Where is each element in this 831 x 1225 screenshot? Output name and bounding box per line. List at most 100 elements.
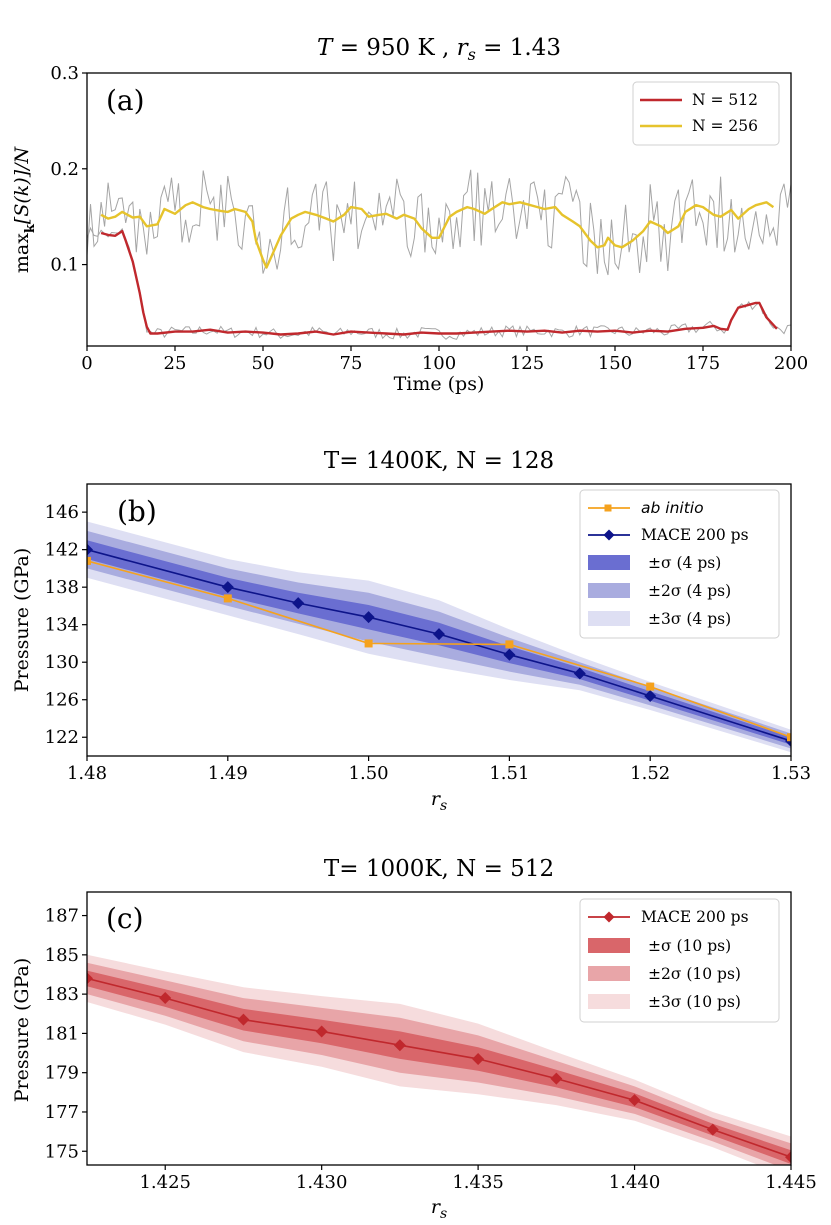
mace-c-point xyxy=(87,972,93,985)
mace-b-point xyxy=(221,581,234,594)
b-x-tick-label: 1.53 xyxy=(771,763,811,784)
a-x-tick-label: 75 xyxy=(340,353,363,374)
b-y-tick-label: 126 xyxy=(45,690,79,711)
legend-label-sigma2-c: ±2σ (10 ps) xyxy=(648,965,741,983)
b-y-tick-label: 146 xyxy=(45,502,79,523)
legend-label-sigma1-c: ±σ (10 ps) xyxy=(648,937,731,955)
mace-c-point xyxy=(550,1072,563,1085)
title-a-t: T xyxy=(317,35,334,61)
legend-label-sigma2-b: ±2σ (4 ps) xyxy=(648,582,731,600)
c-y-tick-label: 187 xyxy=(45,906,79,927)
mace-c-point xyxy=(628,1094,641,1107)
title-a-eq2: = 1.43 xyxy=(476,35,561,61)
series-line-n512 xyxy=(100,229,778,336)
panel-c: T= 1000K, N = 512 1.425 1.430 1.435 1.440 1.… xyxy=(11,856,817,1222)
ab-initio-point xyxy=(787,733,791,742)
a-x-tick-label: 0 xyxy=(81,353,92,374)
mace-b-point xyxy=(292,597,305,610)
plot-area-c xyxy=(87,954,791,1165)
ab-initio-point xyxy=(87,556,91,565)
raw-trace-n512 xyxy=(87,226,791,340)
ylabel-a-rest: [S(k)]/N xyxy=(11,145,33,224)
c-x-tick-label: 1.435 xyxy=(452,1172,504,1193)
legend-label-n256: N = 256 xyxy=(692,117,758,135)
c-y-tick-label: 179 xyxy=(45,1063,79,1084)
legend-marker-ab-initio xyxy=(604,504,612,512)
y-axis-label-a: maxk[S(k)]/N xyxy=(11,145,38,273)
mace-c-point xyxy=(393,1039,406,1052)
b-x-tick-label: 1.52 xyxy=(630,763,670,784)
mace-b-point xyxy=(433,628,445,641)
legend-marker-mace-c xyxy=(603,911,615,923)
legend-patch-sigma2-c xyxy=(588,966,630,981)
a-x-tick-label: 200 xyxy=(774,353,808,374)
series-line-ab-initio xyxy=(87,560,791,738)
legend-box-c xyxy=(579,898,780,1023)
raw-trace-n256 xyxy=(87,169,791,276)
ab-initio-point xyxy=(646,682,655,691)
ticks-a: 0 25 50 75 100 125 150 175 200 0.1 0.2 0.3 xyxy=(50,63,808,374)
a-x-tick-label: 150 xyxy=(598,353,632,374)
ylabel-a-sub: k xyxy=(23,223,38,233)
legend-label-n512: N = 512 xyxy=(692,91,758,109)
legend-patch-sigma1-c xyxy=(588,938,630,953)
c-y-tick-label: 185 xyxy=(45,945,79,966)
c-y-tick-label: 181 xyxy=(45,1023,79,1044)
mace-b-point xyxy=(644,689,657,702)
panel-label-b: (b) xyxy=(117,495,157,528)
legend-label-sigma1-b: ±σ (4 ps) xyxy=(648,554,721,572)
legend-a: N = 512 N = 256 xyxy=(632,81,780,146)
x-axis-label-b: rs xyxy=(431,788,447,814)
mace-b-point xyxy=(503,648,516,661)
panel-label-c: (c) xyxy=(106,902,144,935)
legend-patch-sigma3-c xyxy=(588,994,630,1009)
c-y-tick-label: 177 xyxy=(45,1102,79,1123)
b-y-tick-label: 130 xyxy=(45,652,79,673)
ylabel-a-max: max xyxy=(11,233,33,273)
mace-b-point xyxy=(87,543,93,556)
legend-marker-mace-b xyxy=(603,529,615,541)
mace-c-point xyxy=(472,1052,485,1065)
mace-c-point xyxy=(706,1123,719,1136)
series-line-mace-c xyxy=(87,977,791,1158)
b-x-tick-label: 1.50 xyxy=(349,763,389,784)
legend-label-mace-b: MACE 200 ps xyxy=(641,526,749,544)
title-a-s: s xyxy=(468,45,476,64)
ab-initio-point xyxy=(505,640,514,649)
legend-b: ab initio MACE 200 ps ±σ (4 ps) ±2σ (4 p… xyxy=(579,489,780,639)
legend-box-a xyxy=(632,81,780,146)
panel-a: T = 950 K , rs = 1.43 0 25 50 75 100 125 150 17… xyxy=(11,35,808,395)
c-x-tick-label: 1.425 xyxy=(139,1172,191,1193)
mace-c-point xyxy=(237,1013,250,1026)
a-x-tick-label: 25 xyxy=(164,353,187,374)
legend-box-b xyxy=(579,489,780,639)
mace-c-point xyxy=(159,992,172,1005)
xlabel-c-r: r xyxy=(431,1196,442,1218)
c-x-tick-label: 1.440 xyxy=(609,1172,661,1193)
plot-area-b xyxy=(87,521,791,753)
b-band-1sigma xyxy=(87,540,791,745)
a-x-tick-label: 175 xyxy=(686,353,720,374)
panel-c-title: T= 1000K, N = 512 xyxy=(324,856,554,882)
panel-b: T= 1400K, N = 128 1.48 1.49 1.50 1.51 1.52 1.… xyxy=(11,448,811,814)
b-x-tick-label: 1.51 xyxy=(489,763,529,784)
c-y-tick-label: 183 xyxy=(45,984,79,1005)
panel-b-title: T= 1400K, N = 128 xyxy=(324,448,554,474)
x-axis-label-c: rs xyxy=(431,1196,447,1222)
series-line-n256 xyxy=(100,201,775,269)
title-a-r: r xyxy=(457,35,470,61)
legend-patch-sigma2-b xyxy=(588,583,630,598)
xlabel-b-s: s xyxy=(440,798,447,814)
legend-patch-sigma3-b xyxy=(588,611,630,626)
a-x-tick-label: 50 xyxy=(252,353,275,374)
panel-a-title: T = 950 K , rs = 1.43 xyxy=(317,35,561,64)
ab-initio-point xyxy=(364,639,373,648)
a-y-tick-label: 0.1 xyxy=(50,255,79,276)
title-a-eq1: = 950 K , xyxy=(332,35,456,61)
a-y-tick-label: 0.2 xyxy=(50,159,79,180)
mace-b-point xyxy=(362,611,375,624)
x-axis-label-a: Time (ps) xyxy=(394,373,485,395)
legend-c: MACE 200 ps ±σ (10 ps) ±2σ (10 ps) ±3σ (… xyxy=(579,898,780,1023)
legend-label-sigma3-b: ±3σ (4 ps) xyxy=(648,610,731,628)
c-y-tick-label: 175 xyxy=(45,1141,79,1162)
